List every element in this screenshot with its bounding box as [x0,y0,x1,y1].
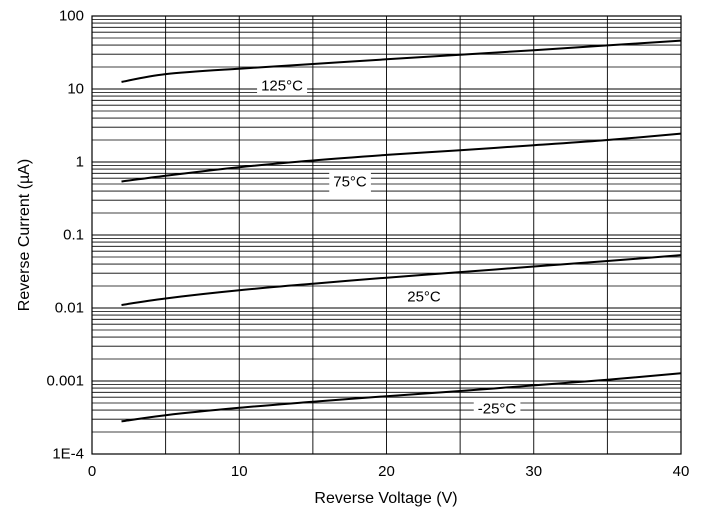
curves [121,39,682,423]
series-label-box [329,172,371,192]
y-tick-label: 0.01 [55,300,84,317]
plot-frame [91,15,682,455]
series-curve-2 [121,254,682,306]
series-label-text: 25°C [407,289,441,306]
grid [92,16,681,454]
series-label-box [473,399,521,419]
y-tick-label: 0.001 [46,373,84,390]
series-label-text: 75°C [333,174,367,191]
x-tick-label: 0 [88,463,96,480]
series-label-box [403,287,445,307]
series-label-1: 75°C [329,172,371,192]
y-tick-label: 1 [76,154,84,171]
series-label-0: 125°C [257,76,308,96]
series-labels: 125°C 75°C 25°C -25°C [257,76,521,419]
x-tick-label: 20 [378,463,395,480]
x-tick-labels: 0 10 20 30 40 [88,463,690,480]
x-tick-label: 40 [673,463,690,480]
series-label-text: 125°C [261,78,303,95]
y-tick-label: 1E-4 [52,446,84,463]
y-axis-label: Reverse Current (µA) [16,159,33,311]
series-label-3: -25°C [473,399,521,419]
x-tick-label: 10 [231,463,248,480]
series-label-2: 25°C [403,287,445,307]
x-tick-label: 30 [525,463,542,480]
y-tick-label: 100 [59,8,84,25]
series-curve-0 [121,39,682,83]
series-label-text: -25°C [478,401,517,418]
y-tick-label: 0.1 [63,227,84,244]
y-tick-labels: 1E-4 0.001 0.01 0.1 1 10 100 [46,8,84,463]
series-curve-3 [121,372,682,423]
series-label-box [257,76,308,96]
x-axis-label: Reverse Voltage (V) [314,490,457,507]
y-tick-label: 10 [67,81,84,98]
series-curve-1 [121,132,682,183]
